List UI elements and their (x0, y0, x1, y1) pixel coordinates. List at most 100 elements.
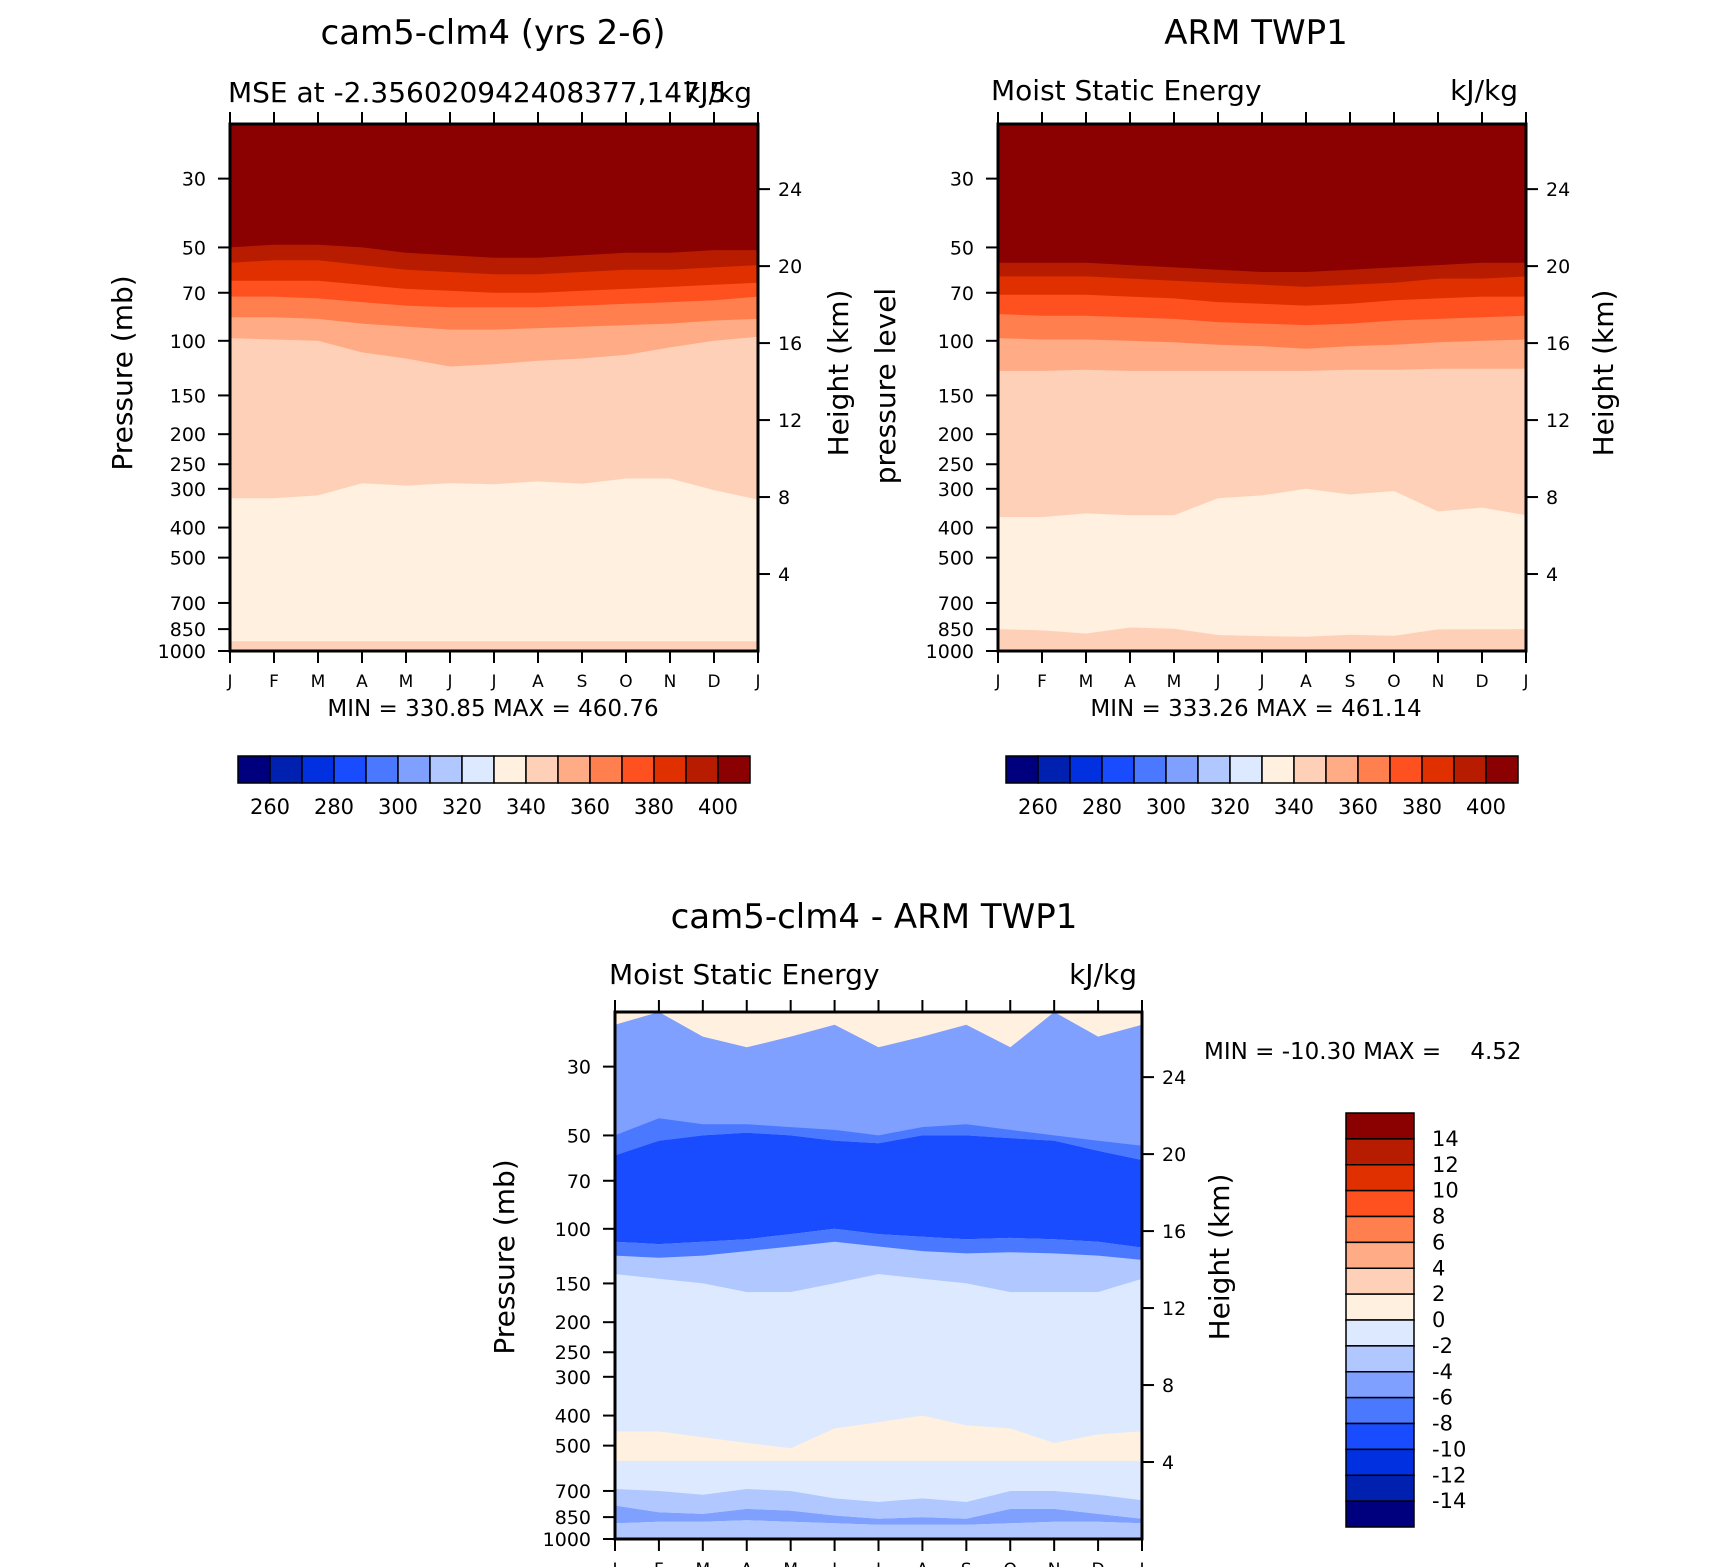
colorbar-label: 0 (1432, 1308, 1445, 1332)
contour-band (615, 1012, 1142, 1160)
y-tick-label: 700 (170, 593, 206, 615)
colorbar: 260 280 300 320 340 360 380 400 (237, 755, 751, 819)
y-right-tick-label: 4 (1162, 1452, 1174, 1474)
colorbar-swatch (1229, 755, 1263, 784)
y-tick-label: 200 (170, 424, 206, 446)
x-tick-label: A (741, 1560, 753, 1567)
colorbar-swatch (1345, 1422, 1415, 1451)
colorbar-swatch (1485, 755, 1519, 784)
colorbar-label: -2 (1432, 1334, 1453, 1358)
y-tick-label: 150 (555, 1273, 591, 1295)
y-right-tick-label: 12 (1162, 1298, 1186, 1320)
y-tick-label: 1000 (158, 641, 206, 663)
y-axis-label: Pressure (mb) (488, 1159, 521, 1354)
colorbar-swatch (1345, 1396, 1415, 1425)
panel-diff: cam5-clm4 - ARM TWP1 Moist Static Energy… (488, 897, 1522, 1567)
y-right-tick-label: 16 (1546, 333, 1570, 355)
contour-fill (615, 1012, 1142, 1539)
colorbar-label: 360 (1338, 795, 1378, 819)
colorbar-swatch (301, 755, 335, 784)
colorbar-label: 280 (1082, 795, 1122, 819)
colorbar-label: 4 (1432, 1256, 1445, 1280)
colorbar-swatch (717, 755, 751, 784)
y-right-tick-label: 12 (1546, 410, 1570, 432)
colorbar-swatch (1345, 1164, 1415, 1192)
colorbar-swatch (461, 755, 495, 784)
left-string: MSE at -2.356020942408377,147.5 (228, 76, 727, 109)
colorbar-swatch (589, 755, 623, 784)
colorbar-label: 340 (1274, 795, 1314, 819)
colorbar-swatch (1453, 755, 1487, 784)
y-right-tick-label: 8 (1546, 487, 1558, 509)
y-tick-label: 1000 (926, 641, 974, 663)
y-tick-label: 700 (555, 1481, 591, 1503)
colorbar-label: 10 (1432, 1179, 1459, 1203)
colorbar-swatch (557, 755, 591, 784)
x-tick-label: M (399, 672, 414, 692)
contour-band (230, 124, 758, 258)
colorbar-swatch (1345, 1319, 1415, 1347)
y-tick-label: 850 (938, 619, 974, 641)
colorbar-swatch (429, 755, 463, 784)
y-tick-label: 100 (555, 1219, 591, 1241)
contour-band (230, 641, 758, 651)
x-tick-label: J (754, 672, 760, 692)
colorbar-swatch (1345, 1448, 1415, 1476)
y-tick-label: 500 (555, 1436, 591, 1458)
contour-band (615, 1520, 1142, 1538)
x-tick-label: S (1345, 672, 1356, 692)
y-tick-label: 250 (555, 1342, 591, 1364)
y-tick-label: 500 (938, 548, 974, 570)
y-tick-label: 200 (555, 1312, 591, 1334)
x-tick-label: D (1092, 1560, 1105, 1567)
colorbar-swatch (237, 755, 271, 784)
y-tick-label: 30 (182, 169, 206, 191)
x-tick-label: D (1475, 672, 1488, 692)
y-tick-label: 150 (170, 385, 206, 407)
min-max-text: MIN = -10.30 MAX = 4.52 (1204, 1039, 1522, 1065)
y-axis-label: pressure level (869, 288, 902, 484)
contour-band (615, 1228, 1142, 1260)
colorbar-label: 400 (1466, 795, 1506, 819)
x-tick-label: S (961, 1560, 972, 1567)
panel-title: ARM TWP1 (1164, 13, 1348, 53)
right-string: kJ/kg (684, 76, 752, 109)
colorbar-label: -8 (1432, 1412, 1453, 1436)
colorbar-swatch (1325, 755, 1359, 784)
y-right-tick-label: 8 (778, 487, 790, 509)
colorbar-swatch (1357, 755, 1391, 784)
y-tick-label: 150 (938, 385, 974, 407)
colorbar-swatch (1345, 1138, 1415, 1166)
y-tick-label: 300 (938, 479, 974, 501)
colorbar-label: -6 (1432, 1386, 1453, 1410)
plot-axes: J F M A M J J A S O N D J 30 50 70 100 150 200 250 300 400 500… (926, 112, 1570, 692)
plot-axes: J F M A M J J A S O N D J 30 50 70 100 150 200 250 300 400 500… (158, 112, 802, 692)
y-tick-label: 70 (950, 283, 974, 305)
y-right-tick-label: 4 (1546, 564, 1558, 586)
y-tick-label: 100 (170, 331, 206, 353)
min-max-text: MIN = 330.85 MAX = 460.76 (327, 696, 658, 722)
y-right-tick-label: 20 (1162, 1144, 1186, 1166)
panel-title: cam5-clm4 (yrs 2-6) (321, 13, 666, 53)
colorbar-swatch (653, 755, 687, 784)
colorbar-swatch (1005, 755, 1039, 784)
y-right-tick-label: 24 (778, 179, 802, 201)
plot-axes: J F M A M J J A S O N D J 30 50 70 100 150 200 250 300 400 500… (543, 1000, 1186, 1567)
colorbar-swatch (1389, 755, 1423, 784)
y-tick-label: 1000 (543, 1529, 591, 1551)
y-tick-label: 70 (567, 1171, 591, 1193)
colorbar-label: 14 (1432, 1127, 1459, 1151)
colorbar-label: -4 (1432, 1360, 1453, 1384)
left-string: Moist Static Energy (609, 958, 880, 991)
colorbar-label: -12 (1432, 1463, 1466, 1487)
colorbar-label: 360 (570, 795, 610, 819)
x-tick-label: J (831, 1560, 837, 1567)
x-tick-label: D (707, 672, 720, 692)
x-tick-label: J (1522, 672, 1528, 692)
y-tick-label: 100 (938, 331, 974, 353)
x-tick-label: J (875, 1560, 881, 1567)
contour-band (615, 1132, 1142, 1248)
x-tick-label: A (356, 672, 368, 692)
y-tick-label: 200 (938, 424, 974, 446)
